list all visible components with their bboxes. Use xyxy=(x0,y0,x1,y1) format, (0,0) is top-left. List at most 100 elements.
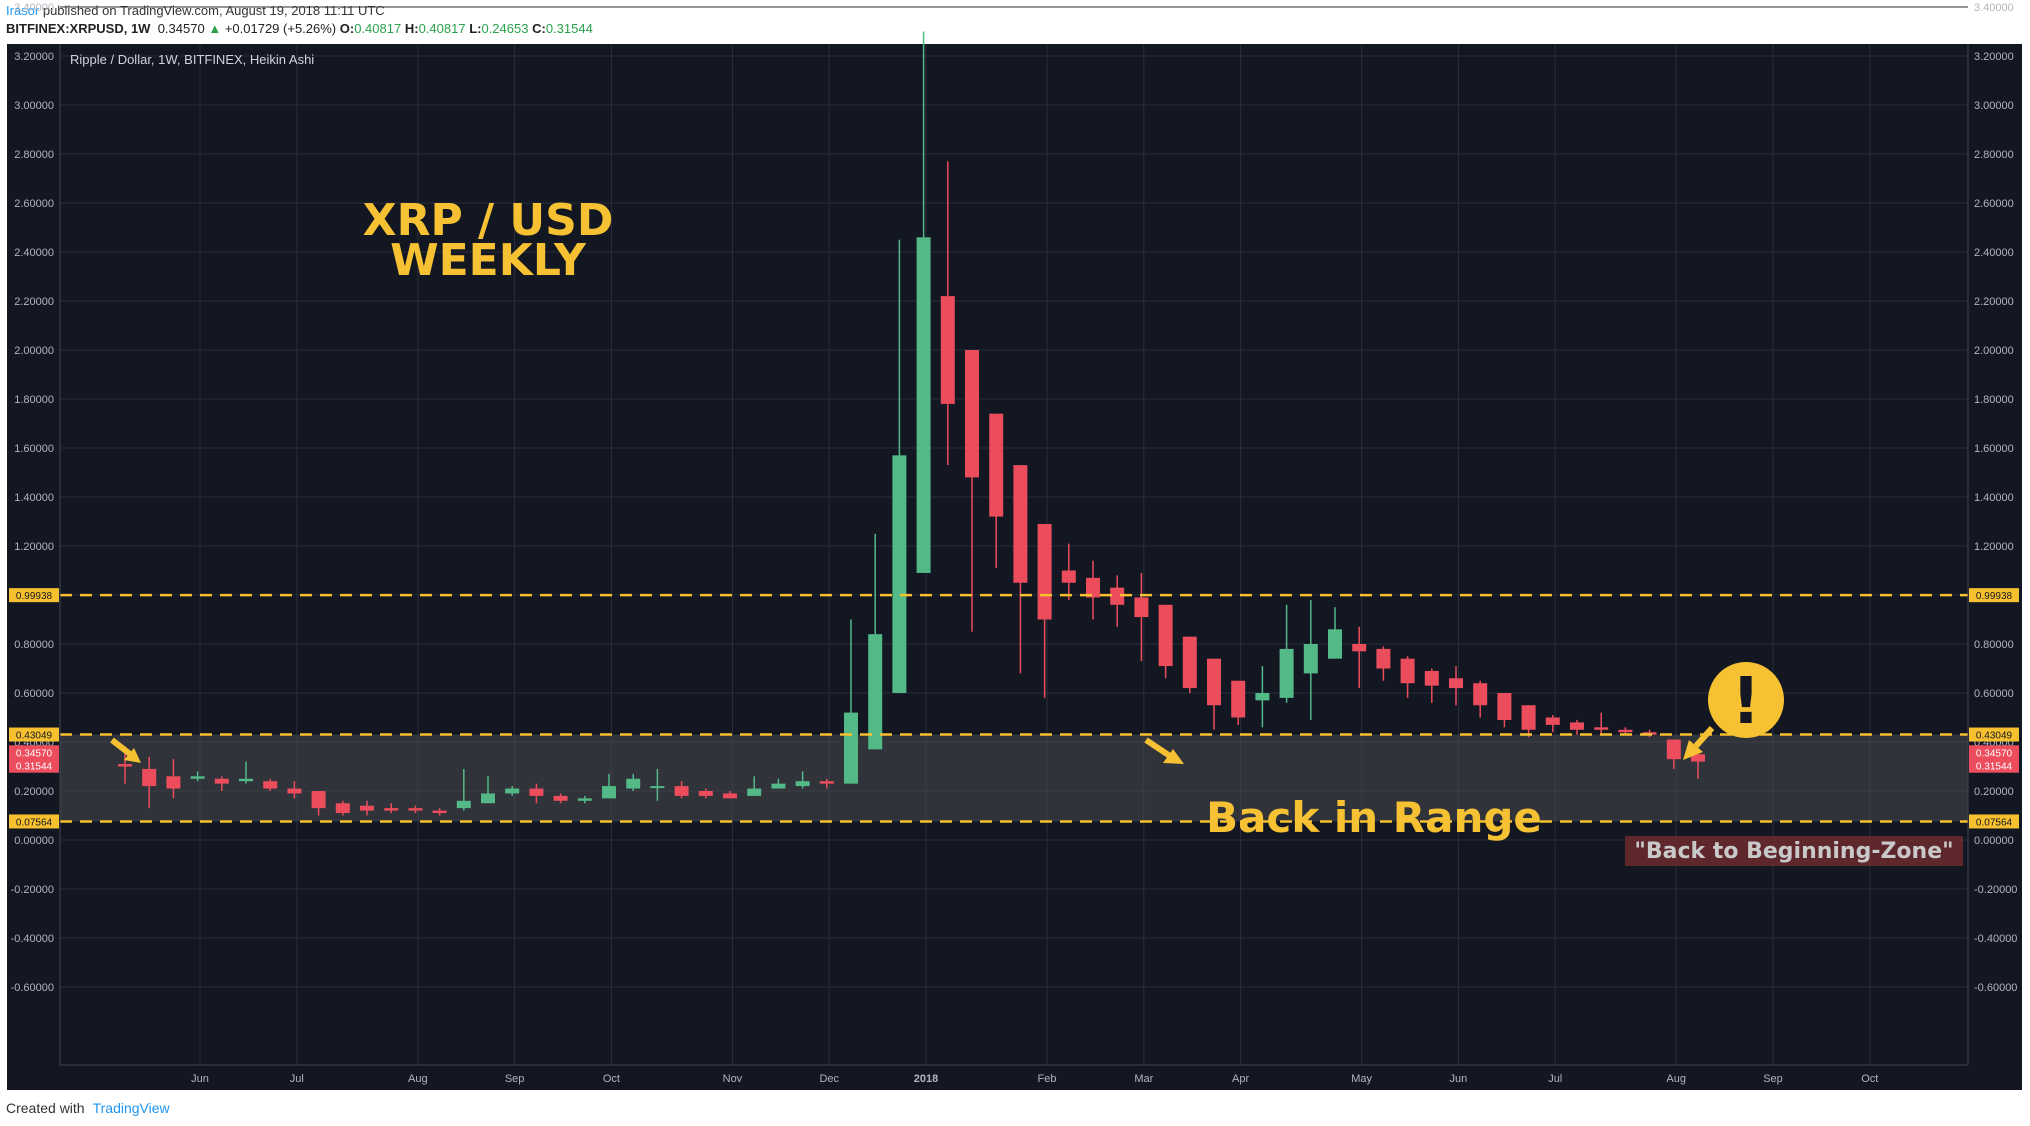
candle-body xyxy=(432,810,447,814)
y-tick-label-left: 2.40000 xyxy=(14,247,54,259)
back-in-range-label: Back in Range xyxy=(1206,793,1542,842)
y-tick-label-right: -0.20000 xyxy=(1974,884,2017,896)
time-axis: Jun Jul Aug Sep Oct Nov Dec 2018 Feb Mar Apr May Jun… xyxy=(191,1073,1878,1085)
candle-body xyxy=(650,786,665,789)
candle-body xyxy=(553,795,568,801)
x-tick-label: Oct xyxy=(603,1073,620,1085)
y-tick-label-right: 1.20000 xyxy=(1974,541,2014,553)
y-tick-label-right: 1.80000 xyxy=(1974,394,2014,406)
y-tick-label-left: -0.60000 xyxy=(11,982,54,994)
price-tag-right xyxy=(1969,745,2019,760)
change-up-icon: ▲ xyxy=(208,21,222,36)
ohlc-legend: BITFINEX:XRPUSD, 1W 0.34570 ▲ +0.01729 (… xyxy=(6,21,593,36)
y-tick-label-right: 2.60000 xyxy=(1974,198,2014,210)
candle-body xyxy=(1594,727,1609,730)
open-label: O: xyxy=(339,21,355,36)
exclamation-icon: ! xyxy=(1731,665,1760,739)
x-tick-label: Aug xyxy=(1666,1073,1686,1085)
y-tick-label-right: 2.00000 xyxy=(1974,345,2014,357)
left-axis-panel xyxy=(7,44,60,1065)
candle-body xyxy=(456,800,471,809)
candle-body xyxy=(674,786,689,796)
x-tick-label: 2018 xyxy=(914,1073,938,1085)
candle-body xyxy=(819,781,834,784)
y-tick-label-left: 3.20000 xyxy=(14,51,54,63)
candle-body xyxy=(1279,648,1294,698)
candle-body xyxy=(795,781,810,787)
y-tick-label-left: 0.00000 xyxy=(14,835,54,847)
candle-body xyxy=(1376,648,1391,669)
back-to-zone-box xyxy=(1625,836,1963,866)
y-tick-label-right: 0.60000 xyxy=(1974,688,2014,700)
candle-body xyxy=(1086,577,1100,598)
candle-body xyxy=(1497,693,1512,720)
candle-body xyxy=(1110,587,1125,605)
y-tick-label-right: -0.40000 xyxy=(1974,933,2017,945)
y-tick-label-right: 3.00000 xyxy=(1974,100,2014,112)
candle-body xyxy=(1303,644,1318,674)
y-tick-label-right: 0.80000 xyxy=(1974,639,2014,651)
candle-body xyxy=(1037,523,1052,620)
candle-body xyxy=(1328,629,1342,659)
candle-body xyxy=(481,793,495,804)
y-tick-label-right: 2.80000 xyxy=(1974,149,2014,161)
y-tick-label-right: 1.60000 xyxy=(1974,443,2014,455)
y-tick-label-left: 1.60000 xyxy=(14,443,54,455)
x-tick-label: Jun xyxy=(191,1073,209,1085)
candle-body xyxy=(360,805,374,811)
candle-body xyxy=(1691,754,1705,762)
price-tag-left-text: 0.34570 xyxy=(16,748,53,759)
candle-body xyxy=(868,634,883,750)
candle-body xyxy=(1207,658,1221,706)
y-tick-label-right: -0.60000 xyxy=(1974,982,2017,994)
candle-body xyxy=(602,786,616,799)
level-tag-right-text: 0.43049 xyxy=(1976,731,2013,742)
price-tag-left xyxy=(9,745,59,760)
y-tick-label-right: 3.40000 xyxy=(1974,2,2014,14)
y-tick-label-left: 3.00000 xyxy=(14,100,54,112)
arrow-icon-middle xyxy=(1144,737,1184,764)
candle-body xyxy=(1424,670,1439,686)
candle-body xyxy=(1570,722,1584,730)
level-tag-left-text: 0.07564 xyxy=(16,817,53,828)
author-link[interactable]: Irasor xyxy=(6,3,40,18)
y-tick-label-left: 0.60000 xyxy=(14,688,54,700)
level-tag-left xyxy=(9,814,59,829)
candle-body xyxy=(892,455,907,693)
back-to-zone-label: "Back to Beginning-Zone" xyxy=(1634,839,1953,864)
x-tick-label: May xyxy=(1351,1073,1372,1085)
x-tick-label: Sep xyxy=(1763,1073,1783,1085)
candle-body xyxy=(1618,729,1633,733)
level-tag-right xyxy=(1969,814,2019,829)
candle-body xyxy=(311,791,326,809)
y-tick-label-right: 2.20000 xyxy=(1974,296,2014,308)
y-tick-label-left: -0.40000 xyxy=(11,933,54,945)
price-tag-right xyxy=(1969,758,2019,773)
candle-body xyxy=(1400,658,1415,684)
y-tick-label-left: 2.80000 xyxy=(14,149,54,161)
candle-body xyxy=(287,788,302,794)
annotation-title-line2: WEEKLY xyxy=(390,235,587,286)
candle-body xyxy=(844,712,858,784)
high-value: 0.40817 xyxy=(418,21,466,36)
candle-body xyxy=(1182,636,1197,689)
candle-body xyxy=(916,237,931,573)
tradingview-logo-link[interactable]: TradingView xyxy=(92,1100,170,1116)
x-tick-label: Apr xyxy=(1232,1073,1249,1085)
low-label: L: xyxy=(469,21,482,36)
exclamation-badge xyxy=(1708,662,1784,738)
symbol-label: BITFINEX:XRPUSD, 1W xyxy=(6,21,151,36)
price-tag-right-text: 0.34570 xyxy=(1976,748,2013,759)
candle-body xyxy=(263,781,278,789)
x-tick-label: Nov xyxy=(723,1073,743,1085)
candle-body xyxy=(1352,644,1367,652)
candle-body xyxy=(408,808,423,811)
y-tick-label-left: 1.20000 xyxy=(14,541,54,553)
candle-body xyxy=(747,788,762,796)
y-tick-label-right: 0.20000 xyxy=(1974,786,2014,798)
y-tick-label-left: 2.20000 xyxy=(14,296,54,308)
y-tick-label-left: 3.40000 xyxy=(14,2,54,14)
price-tag-left xyxy=(9,758,59,773)
x-tick-label: Aug xyxy=(408,1073,428,1085)
